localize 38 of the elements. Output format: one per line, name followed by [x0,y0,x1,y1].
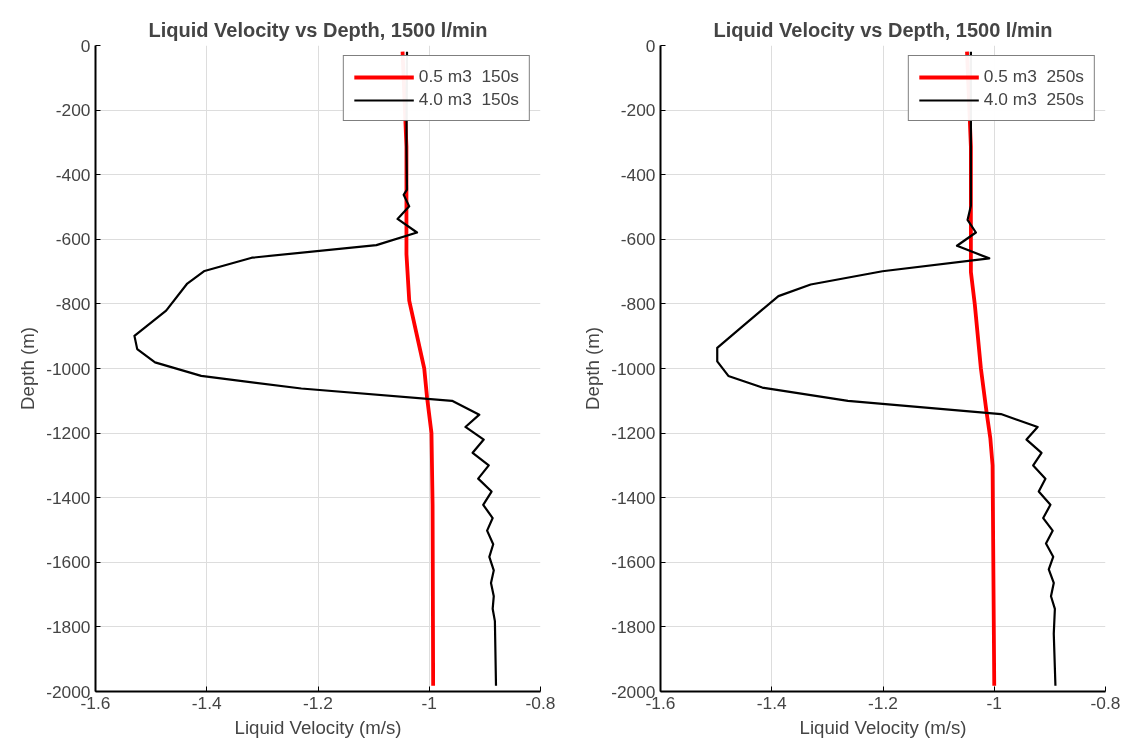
x-tick-label: -1 [421,692,437,713]
x-tick-label: -1.4 [756,692,788,713]
x-axis-title: Liquid Velocity (m/s) [234,716,402,738]
legend-label: 4.0 m3 250s [983,89,1084,110]
y-axis-title: Depth (m) [17,327,39,410]
y-tick-label: 0 [645,35,656,56]
x-tick-label: -1.4 [191,692,223,713]
y-tick-label: -1000 [611,358,656,379]
y-tick-label: -1800 [46,616,91,637]
y-tick-label: -1400 [46,487,91,508]
chart-title: Liquid Velocity vs Depth, 1500 l/min [148,18,488,41]
y-tick-label: -800 [55,293,91,314]
x-tick-label: -1 [986,692,1002,713]
y-tick-label: -400 [55,164,91,185]
y-tick-label: -1600 [611,552,656,573]
y-tick-label: -200 [620,100,656,121]
y-tick-label: -600 [55,229,91,250]
y-tick-label: -1200 [46,423,91,444]
legend-label: 4.0 m3 150s [418,89,519,110]
legend-label: 0.5 m3 150s [418,66,519,87]
x-tick-label: -0.8 [525,692,556,713]
legend-label: 0.5 m3 250s [983,66,1084,87]
y-axis-title: Depth (m) [582,327,604,410]
y-tick-label: -1000 [46,358,91,379]
x-tick-label: -0.8 [1090,692,1121,713]
x-tick-label: -1.2 [303,692,333,713]
y-tick-label: -1800 [611,616,656,637]
y-tick-label: -600 [620,229,656,250]
x-axis-title: Liquid Velocity (m/s) [799,716,967,738]
y-tick-label: -400 [620,164,656,185]
y-tick-label: -800 [620,293,656,314]
y-tick-label: -1200 [611,423,656,444]
y-tick-label: -1400 [611,487,656,508]
x-tick-label: -1.2 [868,692,898,713]
y-tick-label: -1600 [46,552,91,573]
y-tick-label: -200 [55,100,91,121]
y-tick-label: 0 [80,35,91,56]
chart-title: Liquid Velocity vs Depth, 1500 l/min [713,18,1053,41]
